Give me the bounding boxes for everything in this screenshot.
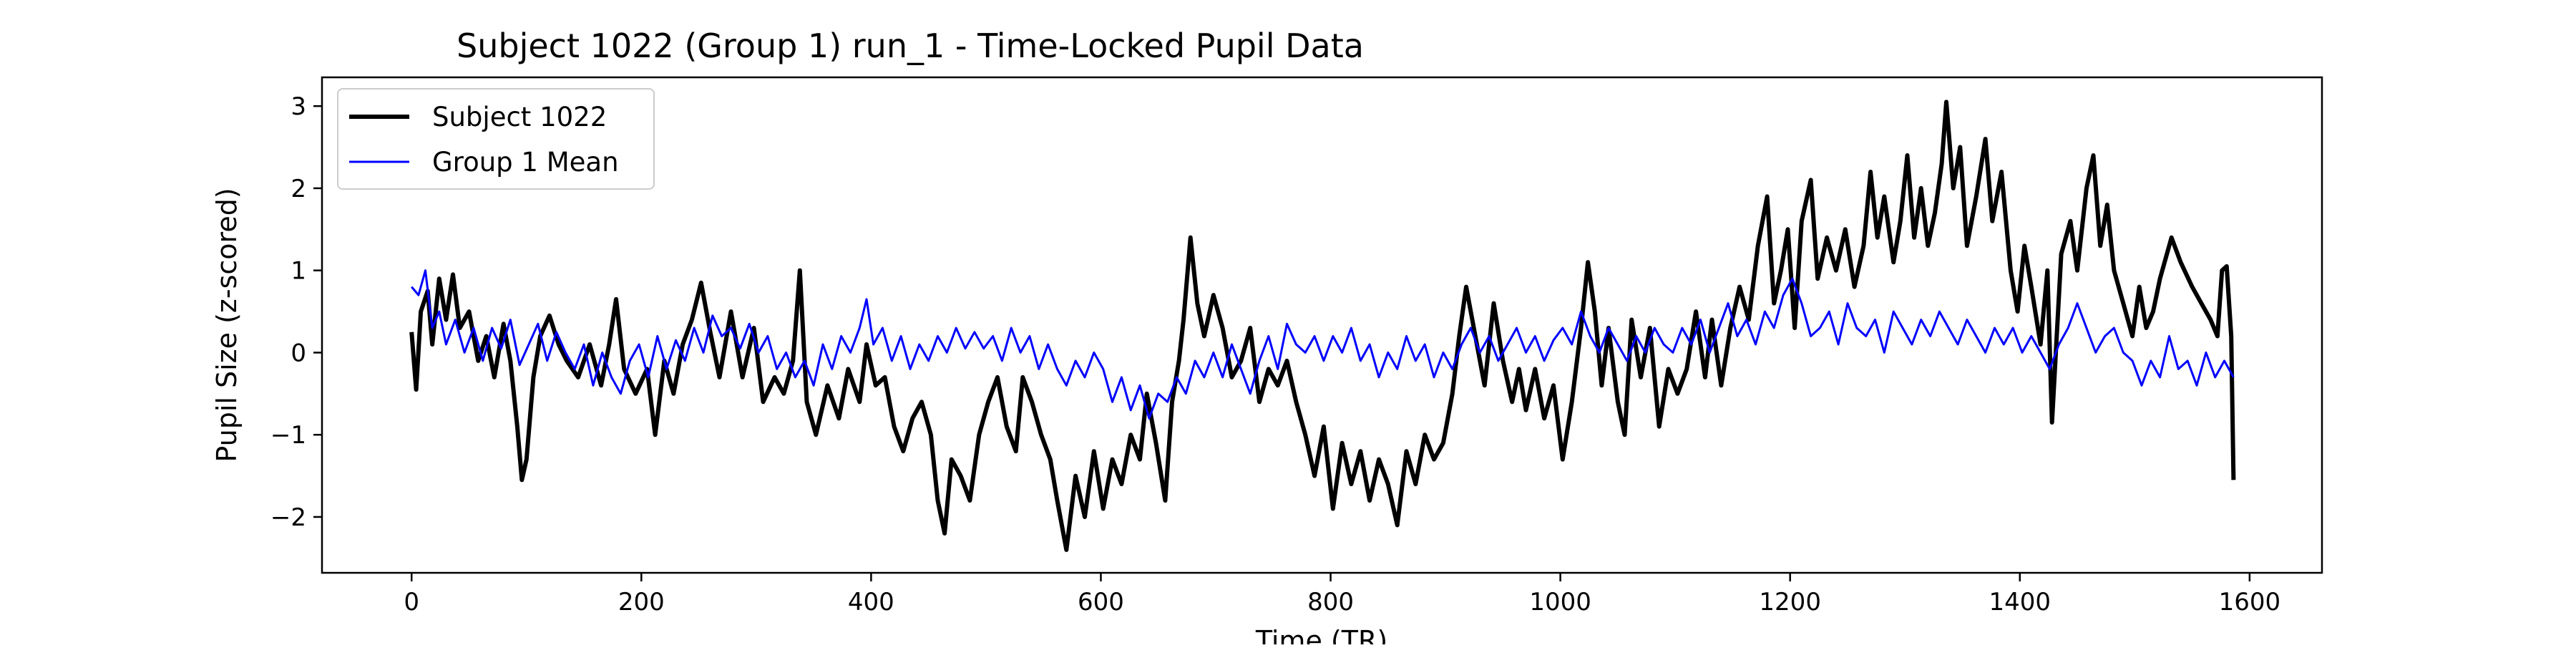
y-tick-label: −2 [270, 503, 306, 532]
y-tick-label: 2 [291, 175, 306, 203]
legend: Subject 1022 Group 1 Mean [337, 88, 655, 190]
legend-label-subject: Subject 1022 [432, 102, 607, 132]
x-tick-label: 1600 [2219, 588, 2281, 616]
legend-box [337, 88, 655, 190]
y-axis-label: Pupil Size (z-scored) [211, 188, 243, 462]
x-tick-label: 0 [404, 588, 419, 616]
x-tick-label: 200 [618, 588, 665, 616]
series-line-group-mean [411, 269, 2235, 420]
x-axis-ticks: 0 200 400 600 800 1000 1200 1400 1600 [404, 573, 2280, 616]
x-tick-label: 1000 [1529, 588, 1591, 616]
y-tick-label: 0 [291, 339, 306, 367]
series-layer [409, 100, 2236, 552]
x-tick-label: 1200 [1759, 588, 1821, 616]
y-axis-ticks: −2 −1 0 1 2 3 [270, 92, 322, 532]
legend-label-group-mean: Group 1 Mean [432, 147, 619, 178]
x-tick-label: 400 [848, 588, 894, 616]
plot-frame [321, 76, 2323, 574]
y-tick-label: 3 [291, 92, 306, 121]
y-tick-label: 1 [291, 257, 306, 286]
x-axis-label: Time (TR) [1255, 625, 1387, 644]
y-tick-label: −1 [270, 421, 306, 450]
x-tick-label: 1400 [1989, 588, 2051, 616]
chart-title: Subject 1022 (Group 1) run_1 - Time-Lock… [457, 26, 1364, 65]
series-line-subject [409, 100, 2236, 552]
x-tick-label: 800 [1307, 588, 1354, 616]
x-tick-label: 600 [1078, 588, 1124, 616]
